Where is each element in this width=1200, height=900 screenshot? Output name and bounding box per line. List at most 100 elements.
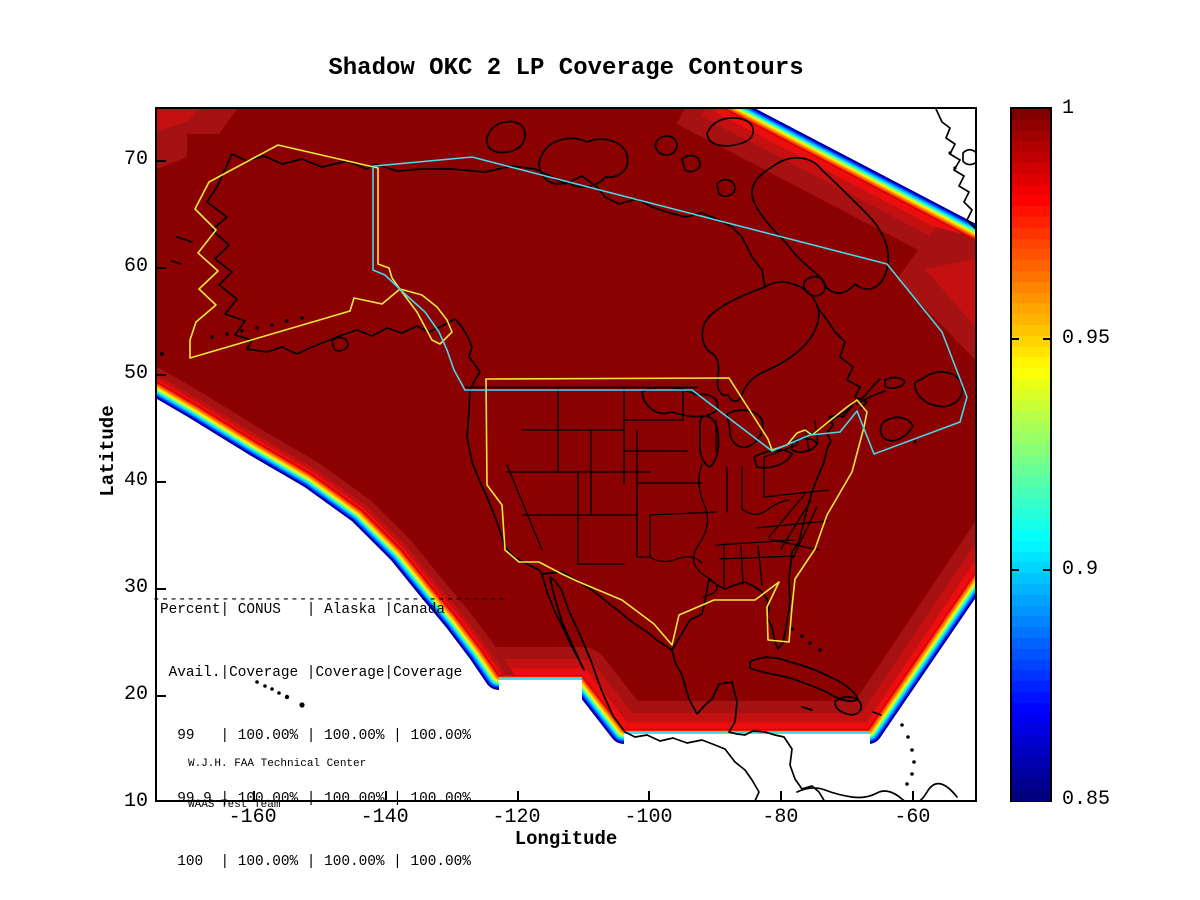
x-tick-label: -60 <box>894 806 931 829</box>
colorbar-band <box>1012 562 1050 574</box>
colorbar-tick <box>1043 338 1050 341</box>
colorbar-band <box>1012 713 1050 726</box>
colorbar-band <box>1012 432 1050 445</box>
devon-island <box>706 117 755 147</box>
greenland-islet-dot <box>948 151 952 155</box>
contour-band <box>925 257 975 337</box>
hawaii-dot <box>270 687 274 691</box>
colorbar-band <box>1012 378 1050 391</box>
table-header-row: Percent| CONUS | Alaska |Canada <box>160 602 445 618</box>
colorbar-band <box>1012 400 1050 412</box>
colorbar-band <box>1012 454 1050 466</box>
bahamas-dot <box>808 641 812 645</box>
x-tick-label: -160 <box>228 806 277 829</box>
colorbar-band <box>1012 573 1050 585</box>
victoria-island <box>538 137 629 188</box>
credit-annotation: W.J.H. FAA Technical Center WAAS Test Te… <box>188 731 366 839</box>
pacific-coastline <box>206 153 760 800</box>
x-tick-label: -140 <box>360 806 409 829</box>
jamaica <box>801 706 813 711</box>
x-tick-label: -80 <box>762 806 799 829</box>
greenland-islet <box>962 148 975 166</box>
colorbar-band <box>1012 411 1050 423</box>
island-dot <box>160 352 164 356</box>
st-lawrence-north-shore <box>856 390 886 405</box>
nova-scotia <box>879 416 914 442</box>
kodiak-island <box>331 336 349 352</box>
colorbar-band <box>1012 292 1050 304</box>
hawaii-dot <box>255 680 259 684</box>
colorbar-band <box>1012 724 1050 736</box>
sable-island-dot <box>913 440 917 444</box>
colorbar-band <box>1012 756 1050 769</box>
colorbar-band <box>1012 109 1050 121</box>
colorbar-band <box>1012 584 1050 596</box>
colorbar-tick <box>1043 568 1050 571</box>
greenland-coastline <box>935 109 975 230</box>
colorbar-band <box>1012 184 1050 196</box>
contour-band <box>157 373 503 679</box>
somerset-island <box>681 154 701 173</box>
colorbar-band <box>1012 281 1050 294</box>
colorbar-band <box>1012 162 1050 175</box>
colorbar-tick-label: 1 <box>1062 97 1075 120</box>
y-axis-tick <box>157 695 166 698</box>
contour-band <box>157 109 199 131</box>
colorbar-band <box>1012 702 1050 715</box>
colorbar-band <box>1012 119 1050 132</box>
hispaniola <box>834 695 862 716</box>
antilles-dot <box>900 723 904 727</box>
colorbar-band <box>1012 735 1050 747</box>
colorbar-band <box>1012 389 1050 402</box>
colorbar-band <box>1012 670 1050 682</box>
arctic-coastline <box>231 153 766 288</box>
bahamas-dot <box>800 634 804 638</box>
x-axis-tick <box>912 791 915 800</box>
colorbar-band <box>1012 422 1050 434</box>
table-row: 99.9 | 100.00% | 100.00% | 100.00% <box>160 791 471 807</box>
bering-island <box>171 260 182 265</box>
colorbar-band <box>1012 141 1050 153</box>
atlantic-coastline <box>671 378 881 651</box>
colorbar-band <box>1012 314 1050 326</box>
colorbar-band <box>1012 530 1050 542</box>
coastlines <box>160 109 975 800</box>
colorbar-band <box>1012 540 1050 553</box>
foxe-basin-island <box>716 178 736 197</box>
hawaii-dot <box>299 702 305 708</box>
colorbar-band <box>1012 357 1050 369</box>
colorbar-band <box>1012 476 1050 488</box>
y-tick-label: 60 <box>123 255 148 279</box>
colorbar-band <box>1012 368 1050 380</box>
availability-table: Percent| CONUS | Alaska |Canada Avail.|C… <box>152 558 506 900</box>
prince-of-wales-island <box>654 135 678 156</box>
table-row: 100 | 100.00% | 100.00% | 100.00% <box>160 854 471 870</box>
coverage-boundaries-conus-alaska <box>189 144 868 646</box>
colorbar-band <box>1012 335 1050 348</box>
colorbar-band <box>1012 605 1050 618</box>
y-axis-tick <box>157 374 166 377</box>
state-boundaries <box>506 387 830 598</box>
puerto-rico <box>872 711 882 716</box>
colorbar-band <box>1012 465 1050 477</box>
y-axis-tick <box>157 160 166 163</box>
hawaii-dot <box>284 694 290 700</box>
banks-island <box>486 120 526 154</box>
aleutian-dot <box>270 323 274 327</box>
south-america-coastline <box>796 782 958 800</box>
figure-title: Shadow OKC 2 LP Coverage Contours <box>328 55 804 82</box>
antilles-dot <box>910 748 914 752</box>
colorbar-band <box>1012 746 1050 758</box>
y-tick-label: 40 <box>123 469 148 493</box>
colorbar-band <box>1012 638 1050 650</box>
alaska-boundary <box>189 144 453 359</box>
y-axis-tick <box>157 267 166 270</box>
antilles-dot <box>910 772 914 776</box>
y-tick-label: 30 <box>123 576 148 600</box>
colorbar-tick-label: 0.9 <box>1062 557 1099 581</box>
x-axis-tick <box>780 791 783 800</box>
y-axis-tick <box>157 481 166 484</box>
x-axis-tick <box>516 791 519 800</box>
canada-boundary <box>372 156 968 455</box>
table-row: 99 | 100.00% | 100.00% | 100.00% <box>160 728 471 744</box>
